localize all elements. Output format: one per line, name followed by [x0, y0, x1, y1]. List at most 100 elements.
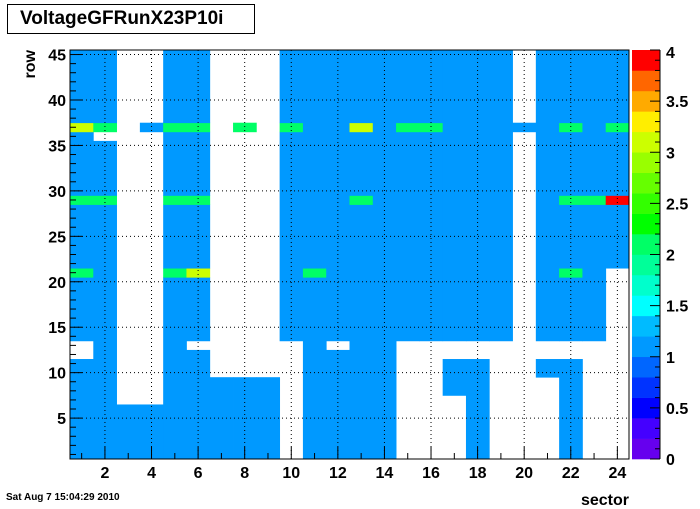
colorbar-swatch: [632, 213, 660, 235]
heatmap-cell: [605, 195, 630, 205]
heatmap-cell: [279, 131, 304, 342]
heatmap-cell: [489, 50, 513, 342]
heatmap-cell: [186, 131, 211, 196]
heatmap-cell: [349, 204, 374, 460]
grid-lines: [70, 50, 629, 459]
heatmap-cell: [70, 359, 94, 460]
colorbar-tick-label: 2: [666, 248, 675, 265]
heatmap-cell: [582, 204, 607, 342]
x-tick-label: 2: [100, 465, 109, 482]
colorbar-swatch: [632, 70, 660, 92]
heatmap-cell: [256, 377, 281, 460]
heatmap-cell: [70, 277, 94, 342]
colorbar-swatch: [632, 234, 660, 255]
heatmap-cell: [535, 50, 560, 342]
colorbar-swatch: [632, 438, 660, 460]
heatmap-cell: [465, 359, 490, 460]
heatmap-cell: [419, 131, 444, 342]
y-axis-label: row: [22, 49, 39, 78]
heatmap-cell: [349, 131, 374, 196]
heatmap-cell: [559, 268, 583, 278]
heatmap-cell: [163, 131, 187, 196]
x-tick-label: 20: [515, 465, 533, 482]
colorbar: 0 0.5 1 1.5 2 2.5 3 3.5 4: [632, 45, 688, 469]
y-tick-label: 20: [48, 275, 66, 292]
heatmap-cell: [442, 359, 467, 396]
heatmap-cell: [70, 122, 94, 133]
x-tick-label: 16: [422, 465, 440, 482]
colorbar-swatch: [632, 111, 660, 133]
x-tick-label: 24: [608, 465, 626, 482]
colorbar-swatch: [632, 295, 660, 317]
y-tick-label: 45: [48, 48, 66, 65]
x-tick-label: 8: [240, 465, 249, 482]
heatmap-cell: [559, 195, 583, 205]
heatmap-cell: [582, 50, 607, 196]
y-tick-label: 30: [48, 184, 66, 201]
x-tick-label: 14: [376, 465, 394, 482]
heatmap-cell: [93, 122, 117, 133]
colorbar-tick-label: 3.5: [666, 94, 688, 111]
heatmap-cell: [349, 122, 374, 133]
y-tick-label: 40: [48, 93, 66, 110]
colorbar-swatch: [632, 90, 660, 112]
heatmap-cell: [605, 131, 630, 196]
timestamp: Sat Aug 7 15:04:29 2010: [6, 492, 120, 503]
y-tick-label: 5: [57, 411, 66, 428]
heatmap-cell: [326, 349, 350, 460]
colorbar-swatch: [632, 152, 660, 173]
heatmap-cell: [186, 195, 211, 205]
heatmap-cell: [186, 277, 211, 342]
heatmap-cell: [326, 50, 350, 342]
heatmap-cell: [70, 131, 94, 196]
y-tick-label: 25: [48, 229, 66, 246]
chart-title: VoltageGFRunX23P10i: [7, 4, 255, 34]
heatmap-cell: [70, 50, 94, 124]
heatmap-cell: [559, 131, 583, 196]
x-tick-label: 10: [282, 465, 300, 482]
x-tick-label: 6: [194, 465, 203, 482]
heatmap-cell: [559, 277, 583, 342]
heatmap-cell: [163, 195, 187, 205]
heatmap-cell: [70, 268, 94, 278]
x-axis-label: sector: [581, 492, 629, 509]
heatmap-cell: [419, 122, 444, 133]
colorbar-swatch: [632, 315, 660, 337]
colorbar-tick-label: 1.5: [666, 299, 688, 316]
colorbar-swatch: [632, 50, 660, 71]
colorbar-swatch: [632, 254, 660, 276]
y-tick-label: 10: [48, 366, 66, 383]
heatmap-cell: [163, 204, 187, 269]
heatmap-cell: [279, 122, 304, 133]
heatmap-cell: [302, 268, 327, 278]
heatmap-cell: [70, 195, 94, 205]
y-tick-label: 35: [48, 138, 66, 155]
heatmap-cell: [605, 204, 630, 269]
heatmap-cell: [535, 359, 560, 378]
colorbar-tick-label: 4: [666, 45, 675, 62]
heatmap-cell: [163, 122, 187, 133]
x-tick-label: 18: [469, 465, 487, 482]
heatmap-cell: [302, 50, 327, 269]
heatmap-cell: [512, 122, 537, 133]
heatmap-cell: [465, 50, 490, 342]
x-tick-label: 22: [562, 465, 580, 482]
heatmap-cell: [209, 377, 234, 460]
heatmap-cell: [163, 268, 187, 278]
colorbar-swatch: [632, 418, 660, 439]
x-tick-label: 12: [329, 465, 347, 482]
colorbar-swatch: [632, 377, 660, 398]
heatmap-cell: [605, 122, 630, 133]
colorbar-tick-label: 2.5: [666, 196, 688, 213]
colorbar-tick-label: 0.5: [666, 401, 688, 418]
colorbar-swatch: [632, 172, 660, 194]
heatmap-cell: [559, 359, 583, 460]
heatmap-cell: [396, 122, 420, 133]
heatmap-cell: [396, 131, 420, 342]
heatmap-cell: [116, 404, 141, 460]
heatmap-cell: [349, 50, 374, 124]
colorbar-swatch: [632, 356, 660, 378]
heatmap-cell: [93, 204, 117, 460]
